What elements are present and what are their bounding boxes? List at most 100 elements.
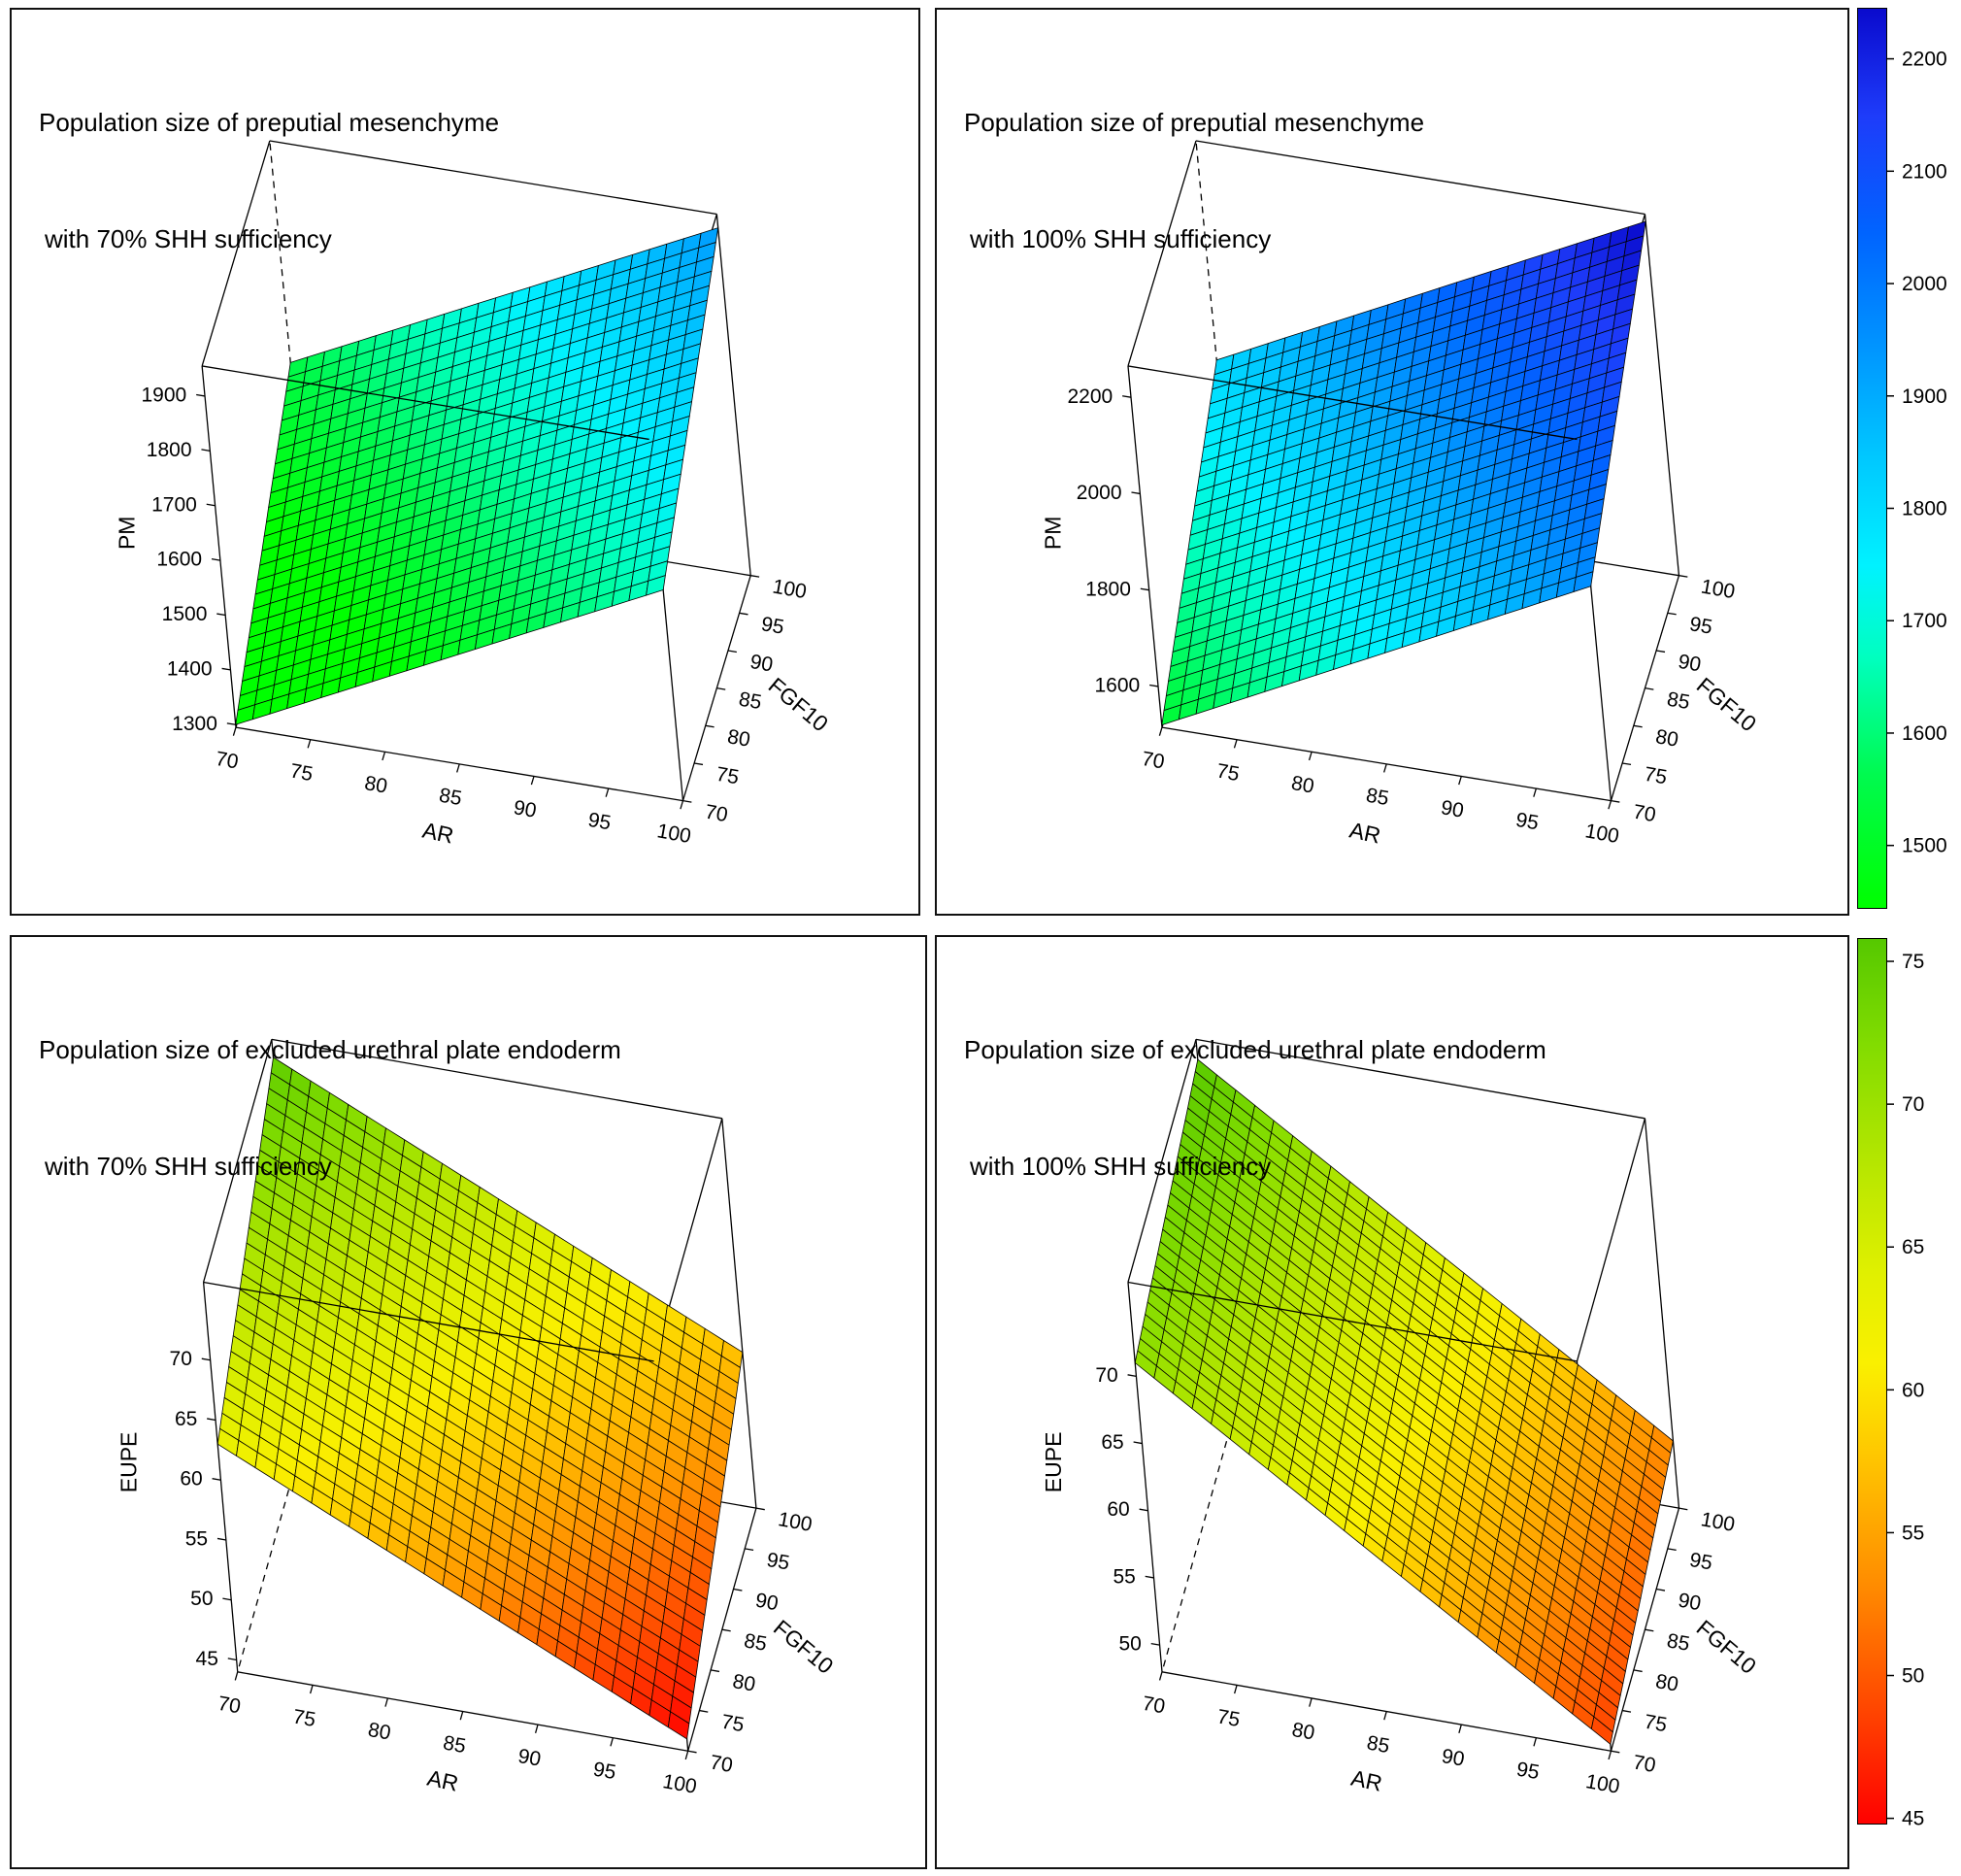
tick-label: 60 <box>180 1468 202 1491</box>
y-axis-title: FGF10 <box>764 673 834 737</box>
tick-label: 90 <box>753 1590 780 1616</box>
tick-label: 90 <box>1677 651 1703 677</box>
y-axis-title: FGF10 <box>1692 672 1762 736</box>
colorbar-tick-label: 1800 <box>1902 498 1947 520</box>
surface-mesh <box>1134 1058 1674 1745</box>
tick-label: 95 <box>759 613 785 639</box>
colorbar-tick-label: 45 <box>1902 1808 1924 1830</box>
z-axis-title: EUPE <box>116 1432 141 1493</box>
tick-label: 70 <box>216 1692 243 1719</box>
surface-mesh <box>235 227 719 725</box>
panel-eupe-100: 70 75 80 85 90 95 100 70 75 80 85 90 95 100 50 55 60 65 70… <box>935 935 1849 1869</box>
tick-label: 100 <box>1584 1770 1622 1798</box>
tick-label: 1600 <box>156 549 202 571</box>
plot-title-line2: with 70% SHH sufficiency <box>45 224 332 253</box>
tick-label: 55 <box>1113 1565 1135 1588</box>
colorbar-tick-label: 1600 <box>1902 722 1947 745</box>
tick-label: 75 <box>1214 759 1241 786</box>
plot-title: Population size of preputial mesenchyme … <box>39 25 499 336</box>
colorbar-tick-label: 50 <box>1902 1665 1924 1688</box>
plot-title-line2: with 100% SHH sufficiency <box>970 1152 1272 1181</box>
tick-label: 100 <box>1583 820 1621 848</box>
plot-title: Population size of excluded urethral pla… <box>964 953 1546 1263</box>
tick-label: 2000 <box>1077 482 1122 504</box>
plot-title: Population size of preputial mesenchyme … <box>964 25 1424 336</box>
tick-label: 100 <box>661 1770 699 1798</box>
x-axis-title: AR <box>425 1765 461 1796</box>
tick-label: 75 <box>288 759 315 786</box>
tick-label: 80 <box>1290 1719 1316 1745</box>
tick-label: 95 <box>1514 1759 1541 1785</box>
tick-label: 85 <box>737 687 763 714</box>
colorbar-svg: 1500 1600 1700 1800 1900 2000 2100 2200 <box>1857 8 1947 909</box>
tick-label: 90 <box>516 1745 543 1771</box>
tick-label: 80 <box>1654 725 1680 752</box>
tick-label: 70 <box>1631 1751 1657 1777</box>
tick-label: 85 <box>1665 1629 1691 1656</box>
colorbar-tick-label: 75 <box>1902 951 1924 973</box>
x-axis-title: AR <box>1347 818 1383 849</box>
tick-label: 75 <box>719 1711 746 1737</box>
colorbar-eupe: 45 50 55 60 65 70 75 <box>1857 938 1961 1833</box>
tick-label: 65 <box>1101 1431 1123 1454</box>
tick-label: 70 <box>1141 1692 1167 1719</box>
tick-label: 95 <box>591 1759 617 1785</box>
tick-label: 70 <box>709 1751 735 1777</box>
tick-label: 90 <box>748 651 775 677</box>
tick-label: 70 <box>1095 1364 1117 1387</box>
tick-label: 70 <box>214 748 240 774</box>
x-axis-title: AR <box>420 818 456 849</box>
tick-label: 85 <box>438 785 464 811</box>
colorbar-tick-label: 1700 <box>1902 610 1947 632</box>
z-axis-title: PM <box>1041 517 1066 551</box>
y-axis-title: FGF10 <box>769 1615 839 1679</box>
tick-label: 100 <box>1699 575 1737 603</box>
tick-label: 50 <box>190 1588 213 1610</box>
tick-label: 50 <box>1118 1633 1141 1656</box>
tick-label: 55 <box>185 1527 208 1550</box>
tick-label: 80 <box>1654 1670 1680 1696</box>
tick-label: 90 <box>1440 796 1466 822</box>
tick-label: 90 <box>1440 1745 1466 1771</box>
colorbar-tick-label: 70 <box>1902 1093 1924 1116</box>
tick-label: 80 <box>1289 772 1315 798</box>
tick-label: 1400 <box>167 658 213 681</box>
plot-title-line1: Population size of excluded urethral pla… <box>964 1035 1546 1064</box>
plot-title-line2: with 70% SHH sufficiency <box>45 1152 332 1181</box>
tick-label: 1600 <box>1094 675 1140 697</box>
tick-label: 60 <box>1107 1498 1129 1521</box>
tick-label: 85 <box>1365 1731 1391 1758</box>
tick-label: 80 <box>731 1670 757 1696</box>
tick-label: 90 <box>1677 1590 1703 1616</box>
x-axis-title: AR <box>1348 1765 1384 1796</box>
tick-label: 95 <box>765 1549 791 1575</box>
surface-plot-pm-100: 70 75 80 85 90 95 100 70 75 80 85 90 95 100 1600 1800 20… <box>1041 140 1762 849</box>
z-axis-title: EUPE <box>1041 1432 1066 1493</box>
tick-label: 85 <box>1665 687 1691 714</box>
tick-label: 1900 <box>141 385 186 407</box>
tick-label: 70 <box>703 800 729 826</box>
tick-label: 75 <box>1643 763 1669 789</box>
colorbar-gradient <box>1857 938 1887 1825</box>
colorbar-tick-label: 1500 <box>1902 835 1947 857</box>
tick-label: 45 <box>196 1648 218 1670</box>
tick-label: 80 <box>363 772 389 798</box>
tick-label: 95 <box>586 809 613 835</box>
colorbar-tick-label: 2100 <box>1902 160 1947 183</box>
tick-label: 75 <box>715 763 741 789</box>
colorbar-tick-label: 1900 <box>1902 385 1947 408</box>
tick-label: 1800 <box>1085 578 1131 600</box>
panel-pm-70: 70 75 80 85 90 95 100 70 75 80 85 90 95 100 1300 1400 15… <box>10 8 920 916</box>
surface-plot-eupe-70: 70 75 80 85 90 95 100 70 75 80 85 90 95 100 45 50 55 60 65… <box>116 1038 839 1798</box>
colorbar-gradient <box>1857 8 1887 909</box>
tick-label: 70 <box>1631 800 1657 826</box>
tick-label: 95 <box>1514 809 1541 835</box>
panel-pm-100: 70 75 80 85 90 95 100 70 75 80 85 90 95 100 1600 1800 20… <box>935 8 1849 916</box>
tick-label: 100 <box>1699 1508 1737 1536</box>
tick-label: 75 <box>1643 1711 1669 1737</box>
tick-label: 90 <box>512 796 538 822</box>
colorbar-tick-label: 60 <box>1902 1379 1924 1401</box>
tick-label: 1700 <box>151 493 197 516</box>
plot-title-line1: Population size of excluded urethral pla… <box>39 1035 621 1064</box>
colorbar-pm: 1500 1600 1700 1800 1900 2000 2100 2200 <box>1857 8 1961 918</box>
